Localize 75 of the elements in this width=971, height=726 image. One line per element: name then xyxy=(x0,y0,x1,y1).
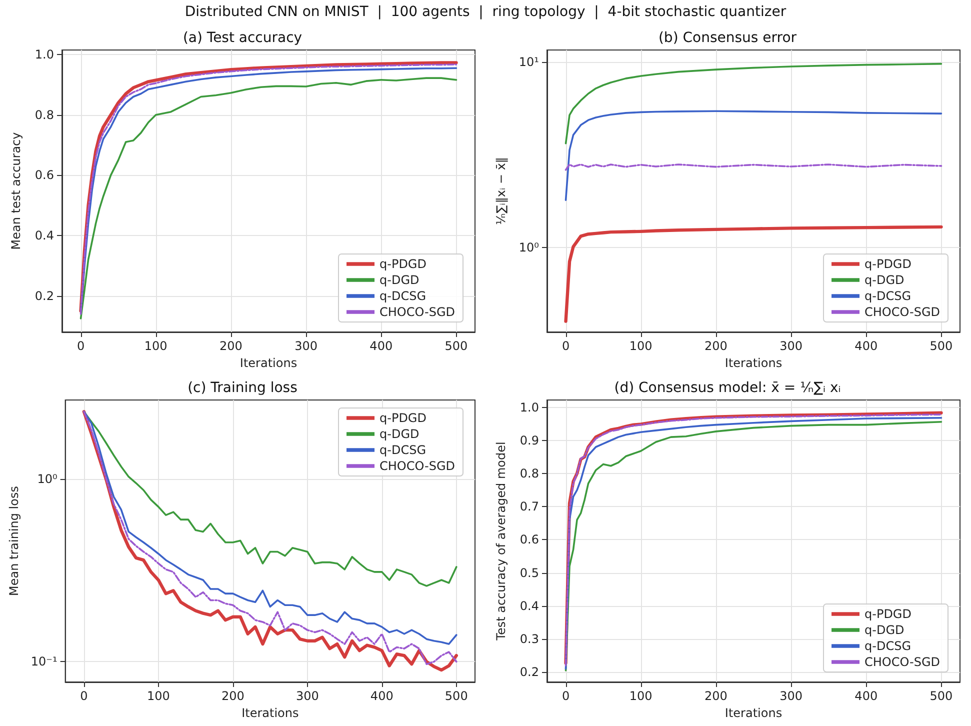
legend-label: q-DGD xyxy=(864,273,904,287)
x-tick-label: 300 xyxy=(780,689,802,703)
legend-label: q-PDGD xyxy=(864,257,912,271)
x-tick-label: 400 xyxy=(370,689,394,703)
x-tick-label: 500 xyxy=(444,689,468,703)
y-tick-label: 0.2 xyxy=(34,288,54,303)
x-tick-label: 300 xyxy=(780,339,802,353)
y-tick-label: 10¹ xyxy=(518,54,540,69)
legend-label: CHOCO-SGD xyxy=(380,459,456,473)
x-tick-label: 200 xyxy=(704,339,728,353)
y-axis-title: Mean training loss xyxy=(7,486,21,596)
x-tick-label: 300 xyxy=(296,689,319,703)
y-tick-label: 0.6 xyxy=(520,532,539,547)
y-tick-label: 0.3 xyxy=(520,632,539,646)
x-tick-label: 500 xyxy=(930,689,953,703)
legend-label: q-PDGD xyxy=(380,411,426,425)
y-axis-title: Mean test accuracy xyxy=(9,132,23,250)
x-tick-label: 300 xyxy=(294,339,318,353)
line-series xyxy=(83,410,458,587)
chart-title: (b) Consensus error xyxy=(658,30,797,46)
legend-label: q-DCSG xyxy=(864,289,911,303)
legend-label: q-DCSG xyxy=(864,639,911,653)
chart-title: (c) Training loss xyxy=(188,380,298,396)
x-tick-label: 100 xyxy=(144,339,168,353)
x-axis-title: Iterations xyxy=(240,356,298,370)
x-axis-title: Iterations xyxy=(724,706,782,720)
x-tick-label: 100 xyxy=(629,339,652,353)
y-tick-label: 0.4 xyxy=(34,228,54,242)
x-tick-label: 0 xyxy=(562,689,570,703)
x-tick-label: 400 xyxy=(854,689,878,703)
y-tick-label: 0.6 xyxy=(34,168,54,182)
y-axis-title: Test accuracy of averaged model xyxy=(494,442,508,642)
x-tick-label: 0 xyxy=(562,339,570,353)
text: Distributed CNN on MNIST | 100 agents | ring topology | 4-bit stochastic quantizer xyxy=(184,4,786,20)
y-tick-label: 10⁰ xyxy=(37,472,58,486)
legend-label: q-DCSG xyxy=(380,289,426,303)
chart-title: (a) Test accuracy xyxy=(182,30,302,46)
y-tick-label: 0.2 xyxy=(520,665,539,680)
y-tick-label: 0.8 xyxy=(520,466,539,480)
legend-label: q-DGD xyxy=(864,623,904,637)
x-tick-label: 0 xyxy=(80,689,88,703)
x-axis-title: Iterations xyxy=(724,356,782,370)
legend-label: CHOCO-SGD xyxy=(864,655,940,669)
y-tick-label: 10⁰ xyxy=(518,240,540,254)
legend-label: q-DGD xyxy=(380,427,420,441)
x-tick-label: 400 xyxy=(854,339,878,353)
x-tick-label: 500 xyxy=(444,339,468,353)
y-tick-label: 1.0 xyxy=(520,400,539,414)
x-tick-label: 200 xyxy=(221,689,244,703)
legend-label: q-DGD xyxy=(380,273,420,287)
x-tick-label: 200 xyxy=(220,339,242,353)
y-tick-label: 10⁻¹ xyxy=(30,654,58,669)
x-tick-label: 100 xyxy=(629,689,652,703)
x-tick-label: 400 xyxy=(370,339,393,353)
y-axis-title: ¹⁄ₙ∑ᵢ‖xᵢ − x̄‖ xyxy=(494,157,508,225)
line-series xyxy=(564,110,942,201)
legend-label: q-PDGD xyxy=(864,607,912,621)
x-axis-title: Iterations xyxy=(242,706,299,720)
legend-label: q-DCSG xyxy=(380,443,426,457)
x-tick-label: 0 xyxy=(76,339,85,353)
x-tick-label: 100 xyxy=(146,689,170,703)
line-series xyxy=(564,62,942,144)
legend-label: CHOCO-SGD xyxy=(864,305,940,319)
y-tick-label: 0.5 xyxy=(520,566,539,580)
x-tick-label: 200 xyxy=(704,689,728,703)
legend-label: q-PDGD xyxy=(380,257,426,271)
y-tick-label: 0.4 xyxy=(520,598,539,613)
y-tick-label: 0.7 xyxy=(520,500,539,514)
line-series xyxy=(564,225,943,323)
chart-title: (d) Consensus model: x̄ = ¹⁄ₙ∑ᵢ xᵢ xyxy=(614,380,841,396)
y-tick-label: 0.9 xyxy=(520,433,539,448)
y-tick-label: 1.0 xyxy=(34,48,54,62)
x-tick-label: 500 xyxy=(930,339,953,353)
legend-label: CHOCO-SGD xyxy=(380,305,456,319)
y-tick-label: 0.8 xyxy=(34,108,54,122)
